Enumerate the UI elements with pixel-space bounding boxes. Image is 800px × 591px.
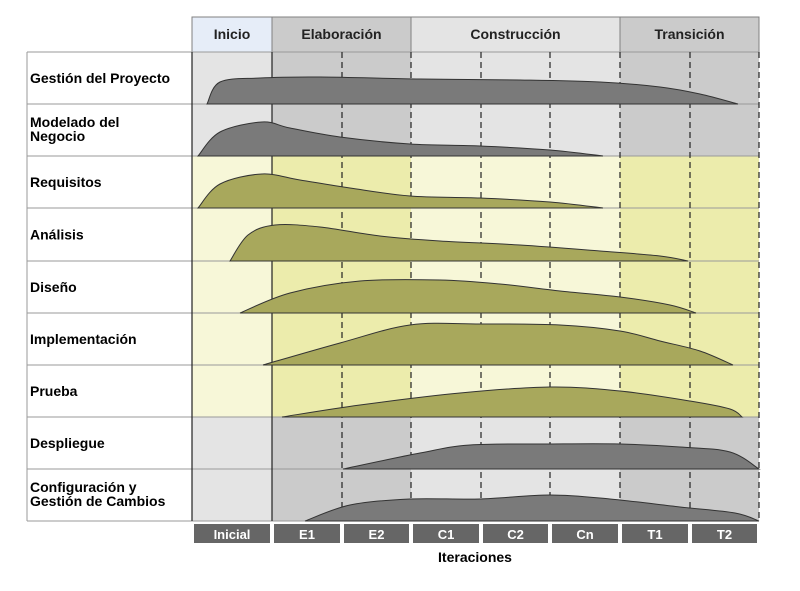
iteration-box-c2 [483, 524, 548, 543]
phase-label: Inicio [214, 26, 251, 42]
workload-hump-prueba [281, 386, 744, 418]
phase-label: Elaboración [301, 26, 381, 42]
iteration-box-t1 [622, 524, 688, 543]
discipline-label: Configuración y [30, 479, 137, 495]
band-cell [690, 104, 759, 156]
iteration-label: E1 [299, 527, 315, 542]
band-cell [620, 104, 690, 156]
workload-hump-gestion-del-proyecto [206, 76, 739, 105]
iteration-label: C2 [507, 527, 524, 542]
phase-transicion [619, 16, 760, 53]
workload-hump-requisitos [196, 173, 604, 209]
workload-hump-implementacion [262, 322, 734, 366]
discipline-label: Negocio [30, 128, 85, 144]
phase-construccion [410, 16, 621, 53]
band-cell [550, 156, 620, 208]
discipline-label: Prueba [30, 383, 78, 399]
discipline-label: Gestión del Proyecto [30, 70, 170, 86]
band-cell [272, 417, 342, 469]
phase-inicio [191, 16, 273, 53]
band-cell [690, 156, 759, 208]
band-cell [690, 208, 759, 261]
workload-hump-configuracion-y-gestion-de-cambios [304, 494, 760, 522]
phase-label: Transición [654, 26, 724, 42]
band-cell [192, 313, 272, 365]
workload-hump-analisis [229, 223, 689, 262]
discipline-label: Diseño [30, 279, 77, 295]
workload-hump-despliegue [342, 443, 761, 470]
iteration-box-t2 [692, 524, 757, 543]
workload-hump-modelado-del-negocio [196, 121, 604, 157]
discipline-label: Implementación [30, 331, 137, 347]
iteration-label: T2 [717, 527, 732, 542]
workload-hump-diseno [239, 278, 697, 314]
band-cell [550, 104, 620, 156]
discipline-label: Análisis [30, 227, 84, 243]
iteration-box-e2 [344, 524, 409, 543]
iteration-box-c1 [413, 524, 479, 543]
band-cell [192, 417, 272, 469]
iteration-box-cn [552, 524, 618, 543]
band-cell [620, 208, 690, 261]
phase-label: Construcción [470, 26, 560, 42]
iteration-label: Cn [576, 527, 593, 542]
discipline-label: Modelado del [30, 114, 119, 130]
iteration-label: C1 [438, 527, 455, 542]
band-cell [620, 156, 690, 208]
iterations-axis-label: Iteraciones [438, 549, 512, 565]
band-cell [272, 365, 342, 417]
iteration-box-inicial [194, 524, 270, 543]
band-cell [192, 365, 272, 417]
band-cell [690, 261, 759, 313]
iteration-label: Inicial [214, 527, 251, 542]
discipline-label: Gestión de Cambios [30, 493, 166, 509]
discipline-label: Requisitos [30, 174, 102, 190]
band-cell [192, 469, 272, 521]
phase-elaboracion [271, 16, 412, 53]
discipline-label: Despliegue [30, 435, 105, 451]
iteration-label: E2 [369, 527, 385, 542]
iteration-label: T1 [647, 527, 662, 542]
iteration-box-e1 [274, 524, 340, 543]
